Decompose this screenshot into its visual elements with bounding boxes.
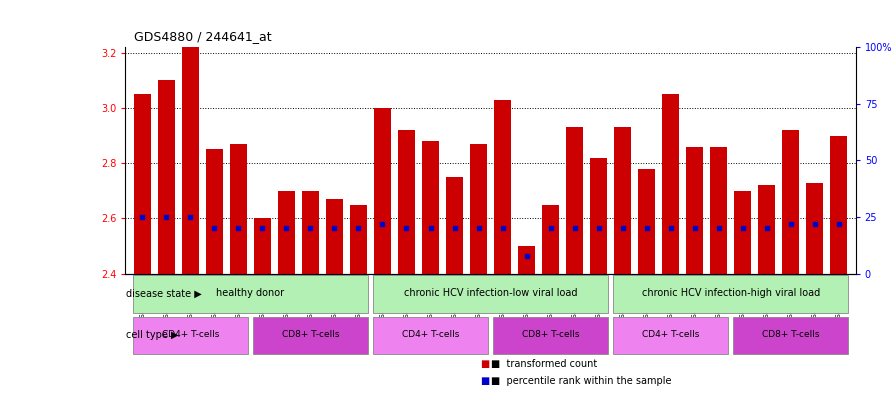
Bar: [686, 147, 703, 274]
Bar: [782, 130, 799, 274]
Bar: [613, 317, 728, 354]
Bar: [518, 246, 535, 274]
Bar: [493, 317, 608, 354]
Bar: [615, 127, 631, 274]
Bar: [326, 199, 343, 274]
Text: CD4+ T-cells: CD4+ T-cells: [642, 330, 700, 339]
Bar: [374, 108, 391, 274]
Bar: [711, 147, 728, 274]
Bar: [133, 275, 368, 313]
Bar: [638, 169, 655, 274]
Bar: [206, 149, 223, 274]
Bar: [613, 275, 849, 313]
Text: CD8+ T-cells: CD8+ T-cells: [521, 330, 580, 339]
Bar: [733, 317, 849, 354]
Bar: [230, 144, 246, 274]
Bar: [758, 185, 775, 274]
Bar: [254, 219, 271, 274]
Bar: [182, 47, 199, 274]
Bar: [373, 275, 608, 313]
Bar: [735, 191, 751, 274]
Bar: [278, 191, 295, 274]
Bar: [495, 100, 511, 274]
Bar: [398, 130, 415, 274]
Bar: [662, 94, 679, 274]
Bar: [158, 80, 175, 274]
Text: CD8+ T-cells: CD8+ T-cells: [762, 330, 820, 339]
Bar: [831, 136, 848, 274]
Bar: [590, 158, 607, 274]
Bar: [302, 191, 319, 274]
Bar: [133, 317, 248, 354]
Text: cell type ▶: cell type ▶: [126, 330, 178, 340]
Text: ■: ■: [480, 376, 489, 386]
Bar: [566, 127, 583, 274]
Bar: [350, 205, 366, 274]
Bar: [542, 205, 559, 274]
Text: healthy donor: healthy donor: [216, 288, 284, 299]
Text: CD8+ T-cells: CD8+ T-cells: [281, 330, 340, 339]
Text: GDS4880 / 244641_at: GDS4880 / 244641_at: [134, 30, 272, 43]
Bar: [373, 317, 488, 354]
Bar: [253, 317, 368, 354]
Text: chronic HCV infection-high viral load: chronic HCV infection-high viral load: [642, 288, 820, 299]
Bar: [134, 94, 151, 274]
Text: disease state ▶: disease state ▶: [126, 288, 202, 299]
Text: CD4+ T-cells: CD4+ T-cells: [401, 330, 459, 339]
Text: chronic HCV infection-low viral load: chronic HCV infection-low viral load: [404, 288, 577, 299]
Bar: [446, 177, 463, 274]
Text: ■  transformed count: ■ transformed count: [491, 359, 597, 369]
Bar: [470, 144, 487, 274]
Text: ■  percentile rank within the sample: ■ percentile rank within the sample: [491, 376, 671, 386]
Bar: [806, 182, 823, 274]
Text: CD4+ T-cells: CD4+ T-cells: [161, 330, 219, 339]
Bar: [422, 141, 439, 274]
Text: ■: ■: [480, 359, 489, 369]
